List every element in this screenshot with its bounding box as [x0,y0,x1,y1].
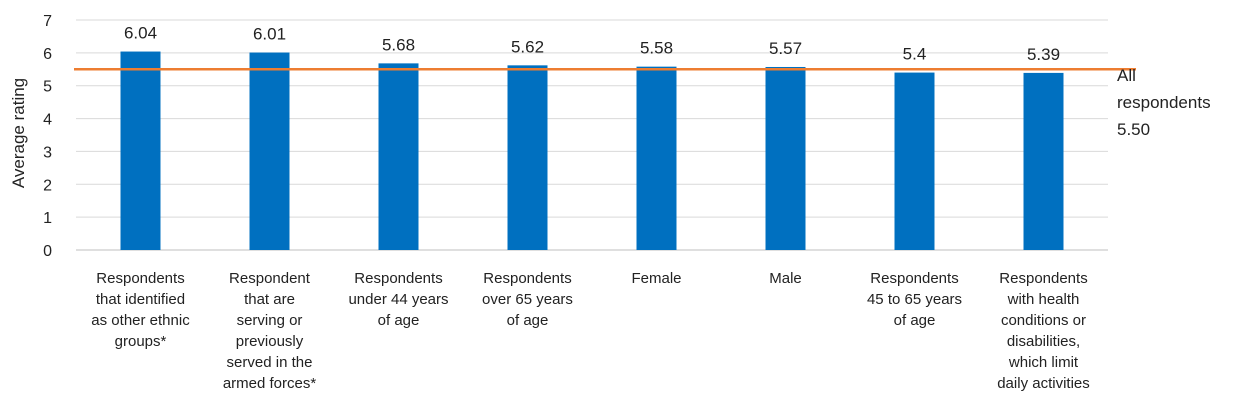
data-label: 5.68 [382,35,415,54]
x-category-label: serving or [237,312,303,329]
x-category-label: conditions or [1001,312,1086,329]
x-category-label: of age [507,312,549,329]
bar-7 [894,72,935,250]
x-category-label: Respondents [870,270,958,287]
x-category-label: served in the [227,354,313,371]
data-label: 5.4 [903,45,927,64]
y-tick-label: 6 [43,46,52,63]
bar-5 [636,66,677,251]
x-category-label: Female [631,270,681,287]
x-category-label: of age [894,312,936,329]
bar-4 [507,65,548,250]
bar-8 [1023,72,1064,251]
x-category-label: which limit [1008,354,1079,371]
x-category-label: daily activities [997,375,1090,392]
bar-3 [378,63,419,250]
reference-line-label: 5.50 [1117,120,1150,139]
x-category-label: under 44 years [348,291,448,308]
y-tick-label: 2 [43,177,52,194]
x-category-label: groups* [115,333,167,350]
reference-line-group: All respondents 5.50 [74,66,1211,139]
x-category-label: Respondent [229,270,311,287]
y-tick-label: 0 [43,243,52,260]
x-category-label: Respondents [483,270,571,287]
x-category-label: Respondents [354,270,442,287]
grid-lines [76,19,1108,251]
data-label: 6.04 [124,24,157,43]
data-label: 5.39 [1027,45,1060,64]
bars [120,51,1064,251]
x-category-label: that are [244,291,295,308]
x-category-label: Respondents [999,270,1087,287]
data-label: 5.62 [511,37,544,56]
x-category-label: Male [769,270,802,287]
bar-1 [120,51,161,250]
x-category-label: that identified [96,291,185,308]
data-labels: 6.04 6.01 5.68 5.62 5.58 5.57 5.4 5.39 [124,24,1060,64]
x-category-label: of age [378,312,420,329]
x-category-label: with health [1007,291,1080,308]
x-category-label: Respondents [96,270,184,287]
y-tick-label: 5 [43,79,52,96]
x-category-label: armed forces* [223,375,317,392]
reference-line-label: respondents [1117,93,1211,112]
y-tick-label: 7 [43,13,52,30]
y-tick-label: 4 [43,112,52,129]
x-category-label: previously [236,333,304,350]
bar-2 [249,52,290,251]
y-axis-ticks: 0 1 2 3 4 5 6 7 [43,13,52,260]
x-category-label: as other ethnic [91,312,190,329]
x-axis-categories: Respondents that identified as other ethni… [91,270,1089,392]
y-tick-label: 1 [43,210,52,227]
x-category-label: 45 to 65 years [867,291,962,308]
y-tick-label: 3 [43,144,52,161]
data-label: 5.58 [640,39,673,58]
data-label: 6.01 [253,25,286,44]
bar-6 [765,66,806,250]
y-axis-title: Average rating [9,78,28,188]
data-label: 5.57 [769,39,802,58]
reference-line-label: All [1117,66,1136,85]
x-category-label: over 65 years [482,291,573,308]
x-category-label: disabilities, [1007,333,1080,350]
